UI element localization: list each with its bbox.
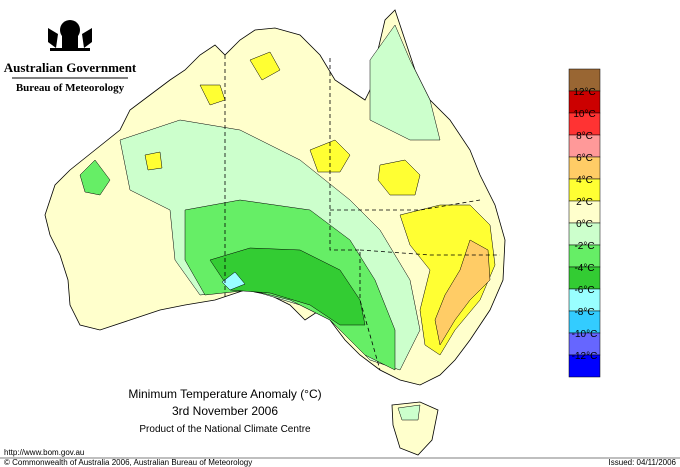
bureau: Bureau of Meteorology [16,82,125,94]
agency: Australian Government [4,60,137,75]
state-borders [224,55,500,371]
legend-swatch [568,354,601,378]
url: http://www.bom.gov.au [4,448,84,457]
legend-label: 12°C [573,87,595,98]
legend-label: -2°C [574,241,594,252]
map-title: Minimum Temperature Anomaly (°C) [128,387,321,401]
legend-label: 10°C [573,109,595,120]
legend-label: -4°C [574,263,594,274]
australia-map [44,9,506,456]
anomaly-0-to-minus2-tas [397,404,421,421]
anomaly-minus4-to-minus6 [209,247,366,326]
legend-label: 8°C [576,131,593,142]
anomaly-2-to-4-qld [377,159,421,196]
legend-label: 4°C [576,175,593,186]
legend-label: -12°C [572,351,598,362]
legend-label: -8°C [574,307,594,318]
anomaly-minus6-to-minus8 [221,271,246,291]
crest [48,20,92,51]
legend-label: -6°C [574,285,594,296]
anomaly-minus2-to-minus4-west [79,159,111,196]
legend-label: -10°C [572,329,598,340]
anomaly-4-to-6-east [434,239,491,346]
map-product: Product of the National Climate Centre [139,424,311,435]
map-date: 3rd November 2006 [172,404,278,418]
legend-label: 2°C [576,197,593,208]
issued: Issued: 04/11/2006 [609,458,677,467]
copyright: © Commonwealth of Australia 2006, Austra… [4,458,252,467]
anomaly-0-to-minus2-ne [369,24,441,141]
legend-label: 6°C [576,153,593,164]
legend: 12°C 10°C 8°C 6°C 4°C 2°C 0°C -2°C -4°C -6°C -8°C -… [568,68,601,378]
legend-label: 0°C [576,219,593,230]
